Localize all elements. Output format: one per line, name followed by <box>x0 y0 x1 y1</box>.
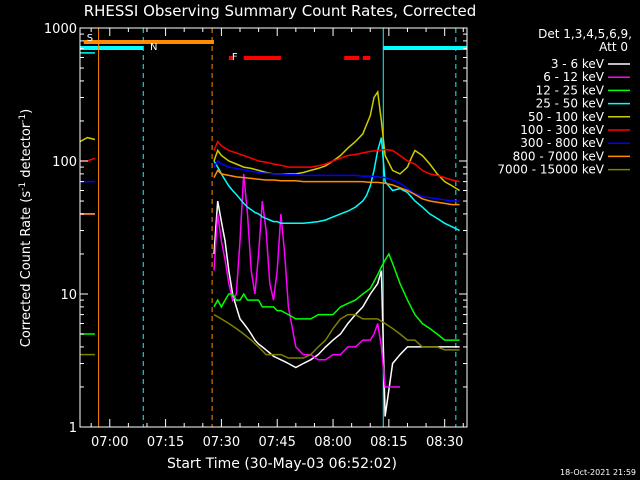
series-7000-15000-kev-segment-1 <box>213 313 460 359</box>
legend-label-25-50-kev: 25 - 50 keV <box>536 97 605 111</box>
x-tick-label-08:00: 08:00 <box>314 435 351 450</box>
x-tick-label-08:15: 08:15 <box>370 435 407 450</box>
y-axis-label: Corrected Count Rate (s-1 detector-1) <box>18 109 34 347</box>
series-50-100-kev <box>79 89 460 192</box>
y-tick-label-100: 100 <box>52 155 77 170</box>
legend-label-3-6-kev: 3 - 6 keV <box>551 57 605 71</box>
series-6-12-kev <box>80 173 400 388</box>
series-300-800-kev <box>80 159 460 202</box>
series-800-7000-kev-segment-1 <box>213 169 460 206</box>
legend-label-6-12-kev: 6 - 12 keV <box>543 70 605 84</box>
series-25-50-kev-segment-1 <box>213 137 460 232</box>
series-3-6-kev <box>80 200 460 417</box>
x-tick-label-07:30: 07:30 <box>203 435 240 450</box>
series-100-300-kev <box>80 140 460 183</box>
series-25-50-kev <box>80 52 460 232</box>
series-300-800-kev-segment-1 <box>213 159 460 202</box>
legend-label-12-25-kev: 12 - 25 keV <box>536 83 605 97</box>
flag-f-label: F <box>232 52 238 63</box>
series-3-6-kev-segment-1 <box>213 200 460 417</box>
legend-label-300-800-kev: 300 - 800 keV <box>520 136 604 150</box>
series-12-25-kev-segment-1 <box>213 252 460 341</box>
legend-label-800-7000-kev: 800 - 7000 keV <box>513 149 605 163</box>
plot-frame <box>79 27 468 428</box>
flag-n-label: N <box>150 42 157 53</box>
series-7000-15000-kev <box>80 313 460 359</box>
legend-label-100-300-kev: 100 - 300 keV <box>520 123 604 137</box>
legend-label-7000-15000-kev: 7000 - 15000 keV <box>497 163 604 177</box>
flag-s-label: S <box>87 33 93 44</box>
x-tick-label-07:00: 07:00 <box>91 435 128 450</box>
footer-date: 18-Oct-2021 21:59 <box>560 468 636 477</box>
y-tick-label-1: 1 <box>69 421 77 436</box>
x-tick-label-07:45: 07:45 <box>258 435 295 450</box>
series-12-25-kev <box>80 252 460 341</box>
series-800-7000-kev <box>80 169 460 215</box>
series-6-12-kev-segment-1 <box>213 173 400 388</box>
series-100-300-kev-segment-1 <box>213 140 460 183</box>
legend-attenuator-line: Att 0 <box>599 40 628 54</box>
chart-title: RHESSI Observing Summary Count Rates, Co… <box>84 2 477 20</box>
series-50-100-kev-segment-0 <box>79 136 96 143</box>
legend-label-50-100-kev: 50 - 100 keV <box>528 110 605 124</box>
x-axis-label: Start Time (30-May-03 06:52:02) <box>167 456 397 472</box>
series-50-100-kev-segment-1 <box>213 89 460 192</box>
legend-detector-line: Det 1,3,4,5,6,9, <box>538 27 632 41</box>
y-tick-label-1000: 1000 <box>44 22 77 37</box>
y-tick-label-10: 10 <box>60 288 77 303</box>
x-tick-label-07:15: 07:15 <box>147 435 184 450</box>
x-tick-label-08:30: 08:30 <box>426 435 463 450</box>
